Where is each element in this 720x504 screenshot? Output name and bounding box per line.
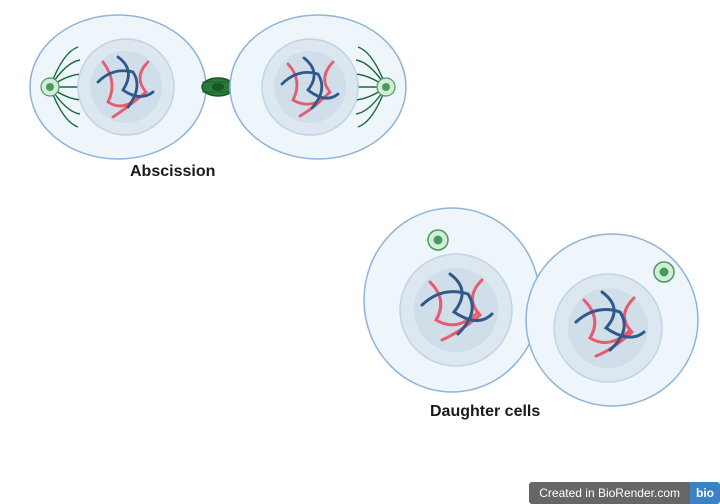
attribution-badge: bio xyxy=(690,482,720,504)
abscission-right-cell xyxy=(230,15,406,159)
midbody xyxy=(202,78,234,96)
daughter-svg xyxy=(360,200,710,410)
daughter-right xyxy=(526,234,698,406)
abscission-stage xyxy=(18,12,418,177)
daughter-cells-label: Daughter cells xyxy=(430,403,540,421)
daughter-cells-stage xyxy=(360,200,710,415)
daughter-left xyxy=(364,208,540,392)
abscission-label: Abscission xyxy=(130,163,215,181)
abscission-svg xyxy=(18,12,418,172)
attribution: Created in BioRender.com bio xyxy=(529,482,720,504)
abscission-left-cell xyxy=(30,15,206,159)
attribution-text: Created in BioRender.com xyxy=(529,482,690,504)
